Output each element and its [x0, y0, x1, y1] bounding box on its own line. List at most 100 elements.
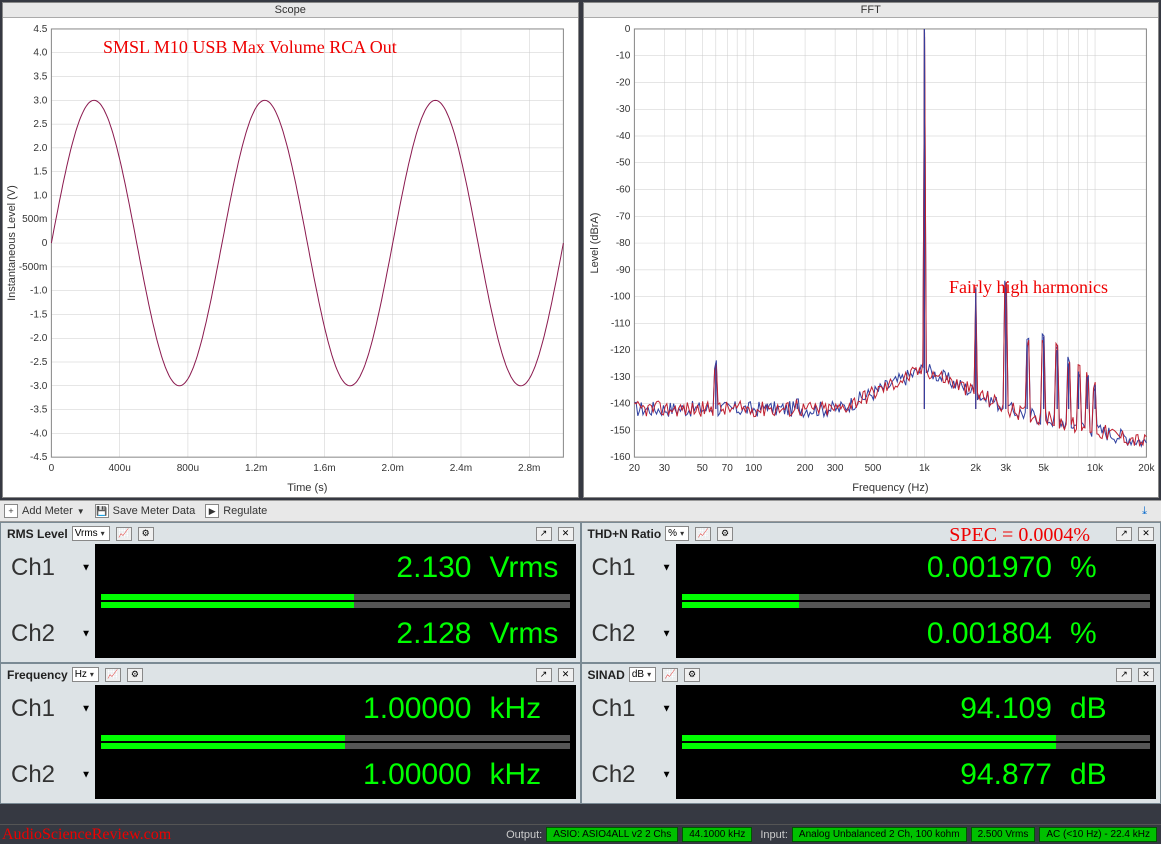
add-meter-button[interactable]: + Add Meter ▼	[4, 504, 85, 518]
rms-ch1-label[interactable]: Ch1▼	[5, 544, 95, 592]
svg-text:50: 50	[696, 463, 708, 474]
gear-icon[interactable]: ⚙	[127, 668, 143, 682]
svg-text:500: 500	[864, 463, 881, 474]
sinad-ch1-value: 94.109	[960, 692, 1052, 726]
graph-icon[interactable]: 📈	[662, 668, 678, 682]
graph-icon[interactable]: 📈	[116, 527, 132, 541]
sinad-unit-select[interactable]: dB▾	[629, 667, 656, 682]
input-label: Input:	[756, 829, 792, 841]
save-meter-button[interactable]: 💾 Save Meter Data	[95, 504, 196, 518]
status-bar: AudioScienceReview.com Output: ASIO: ASI…	[0, 824, 1161, 844]
freq-ch1-value: 1.00000	[363, 692, 471, 726]
sinad-ch1-unit: dB	[1070, 692, 1150, 726]
popout-icon[interactable]: ↗	[536, 527, 552, 541]
svg-text:4.5: 4.5	[33, 24, 47, 35]
scope-body[interactable]: -4.5-4.0-3.5-3.0-2.5-2.0-1.5-1.0-500m050…	[3, 19, 578, 497]
svg-text:-30: -30	[615, 104, 630, 115]
svg-text:1.5: 1.5	[33, 167, 47, 178]
close-icon[interactable]: ✕	[1138, 527, 1154, 541]
freq-ch1-unit: kHz	[490, 692, 570, 726]
regulate-button[interactable]: ▶ Regulate	[205, 504, 267, 518]
svg-text:0: 0	[624, 24, 630, 35]
freq-ch1-label[interactable]: Ch1▼	[5, 685, 95, 733]
svg-text:-40: -40	[615, 131, 630, 142]
fft-title: FFT	[584, 3, 1159, 18]
watermark: AudioScienceReview.com	[0, 826, 171, 844]
output-device[interactable]: ASIO: ASIO4ALL v2 2 Chs	[546, 827, 678, 842]
rms-ch2-unit: Vrms	[490, 617, 570, 651]
svg-text:5k: 5k	[1038, 463, 1050, 474]
freq-bars	[95, 733, 576, 751]
svg-text:0: 0	[42, 238, 48, 249]
freq-ch2-label[interactable]: Ch2▼	[5, 751, 95, 799]
popout-icon[interactable]: ↗	[1116, 668, 1132, 682]
svg-text:Level (dBrA): Level (dBrA)	[589, 213, 601, 274]
svg-text:Frequency (Hz): Frequency (Hz)	[852, 482, 928, 494]
svg-text:20: 20	[628, 463, 640, 474]
close-icon[interactable]: ✕	[558, 527, 574, 541]
gear-icon[interactable]: ⚙	[684, 668, 700, 682]
close-icon[interactable]: ✕	[558, 668, 574, 682]
svg-text:1.2m: 1.2m	[245, 463, 267, 474]
thdn-ch2-label[interactable]: Ch2▼	[586, 610, 676, 658]
svg-text:-50: -50	[615, 158, 630, 169]
svg-text:-2.5: -2.5	[30, 357, 48, 368]
svg-text:2.5: 2.5	[33, 119, 47, 130]
graph-icon[interactable]: 📈	[105, 668, 121, 682]
input-device[interactable]: Analog Unbalanced 2 Ch, 100 kohm	[792, 827, 967, 842]
svg-text:3k: 3k	[1000, 463, 1012, 474]
output-label: Output:	[502, 829, 546, 841]
sinad-ch1-label[interactable]: Ch1▼	[586, 685, 676, 733]
svg-text:1.0: 1.0	[33, 191, 47, 202]
output-rate[interactable]: 44.1000 kHz	[682, 827, 752, 842]
svg-text:-3.0: -3.0	[30, 381, 48, 392]
close-icon[interactable]: ✕	[1138, 668, 1154, 682]
scope-title: Scope	[3, 3, 578, 18]
svg-text:-20: -20	[615, 78, 630, 89]
gear-icon[interactable]: ⚙	[717, 527, 733, 541]
plus-icon: +	[4, 504, 18, 518]
thdn-ch2-unit: %	[1070, 617, 1150, 651]
svg-text:2.0m: 2.0m	[382, 463, 404, 474]
svg-text:2.4m: 2.4m	[450, 463, 472, 474]
svg-text:-140: -140	[610, 399, 631, 410]
input-coupling[interactable]: AC (<10 Hz) - 22.4 kHz	[1039, 827, 1157, 842]
sinad-title: SINAD	[588, 668, 625, 682]
svg-text:-60: -60	[615, 185, 630, 196]
collapse-button[interactable]: ⤓	[1142, 505, 1147, 518]
freq-ch2-unit: kHz	[490, 758, 570, 792]
svg-text:800u: 800u	[177, 463, 199, 474]
scope-panel: Scope -4.5-4.0-3.5-3.0-2.5-2.0-1.5-1.0-5…	[2, 2, 579, 498]
play-icon: ▶	[205, 504, 219, 518]
svg-text:-500m: -500m	[19, 262, 48, 273]
thdn-unit-select[interactable]: %▾	[665, 526, 689, 541]
fft-body[interactable]: -160-150-140-130-120-110-100-90-80-70-60…	[584, 19, 1159, 497]
rms-ch2-label[interactable]: Ch2▼	[5, 610, 95, 658]
popout-icon[interactable]: ↗	[1116, 527, 1132, 541]
graph-icon[interactable]: 📈	[695, 527, 711, 541]
thdn-ch1-label[interactable]: Ch1▼	[586, 544, 676, 592]
sinad-ch2-label[interactable]: Ch2▼	[586, 751, 676, 799]
svg-text:-130: -130	[610, 372, 631, 383]
input-range[interactable]: 2.500 Vrms	[971, 827, 1036, 842]
freq-unit-select[interactable]: Hz▾	[72, 667, 99, 682]
save-meter-label: Save Meter Data	[113, 505, 196, 517]
svg-text:2k: 2k	[970, 463, 982, 474]
svg-text:2.0: 2.0	[33, 143, 47, 154]
svg-text:100: 100	[745, 463, 762, 474]
svg-text:-2.0: -2.0	[30, 333, 48, 344]
svg-text:500m: 500m	[22, 214, 47, 225]
rms-unit-select[interactable]: Vrms▾	[72, 526, 110, 541]
freq-ch2-value: 1.00000	[363, 758, 471, 792]
svg-text:Time (s): Time (s)	[287, 482, 327, 494]
rms-bars	[95, 592, 576, 610]
thdn-title: THD+N Ratio	[588, 527, 662, 541]
svg-text:1k: 1k	[919, 463, 931, 474]
gear-icon[interactable]: ⚙	[138, 527, 154, 541]
popout-icon[interactable]: ↗	[536, 668, 552, 682]
svg-text:3.0: 3.0	[33, 95, 47, 106]
svg-text:-70: -70	[615, 211, 630, 222]
svg-text:-4.5: -4.5	[30, 452, 48, 463]
scope-annotation: SMSL M10 USB Max Volume RCA Out	[103, 37, 397, 58]
rms-ch2-value: 2.128	[396, 617, 471, 651]
